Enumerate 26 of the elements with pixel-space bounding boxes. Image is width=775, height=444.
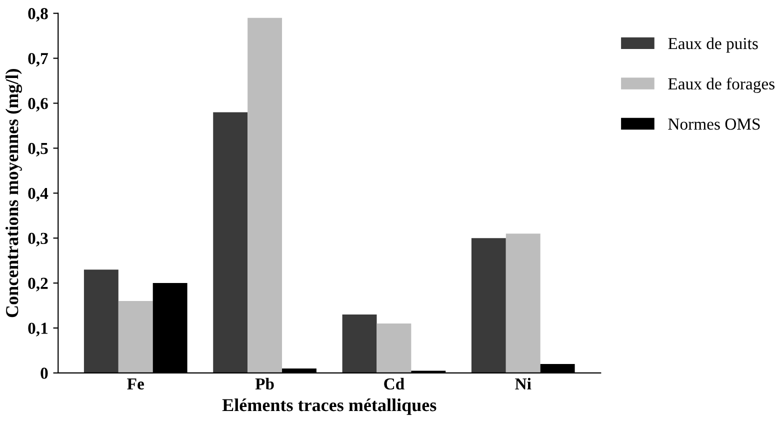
y-tick-label: 0,7 (28, 52, 48, 67)
y-tick-label: 0,2 (28, 278, 48, 292)
bar (506, 234, 540, 373)
bar (84, 270, 118, 373)
y-tick-label: 0,4 (28, 188, 48, 202)
bar (471, 238, 506, 373)
x-tick-label: Ni (515, 378, 532, 390)
y-tick-label: 0,3 (28, 232, 48, 246)
y-tick-label: 0,5 (28, 142, 48, 157)
x-tick-label: Cd (384, 378, 404, 390)
y-tick-label: 0,1 (28, 322, 48, 336)
y-axis-title: Concentrations moyennes (mg/l) (6, 69, 22, 318)
x-tick-label: Pb (255, 378, 274, 390)
bar (342, 314, 377, 373)
x-tick-label: Fe (127, 378, 144, 390)
legend-label: Normes OMS (668, 118, 760, 130)
legend-label: Eaux de forages (668, 78, 774, 93)
bar (213, 112, 248, 373)
legend-label: Eaux de puits (668, 37, 758, 53)
y-tick-label: 0 (40, 368, 48, 379)
x-axis-title: Eléments traces métalliques (222, 398, 436, 415)
bar (248, 18, 282, 373)
y-tick-label: 0,8 (28, 8, 48, 22)
bar (376, 324, 412, 373)
y-tick-label: 0,6 (28, 98, 48, 112)
bar (118, 301, 153, 373)
